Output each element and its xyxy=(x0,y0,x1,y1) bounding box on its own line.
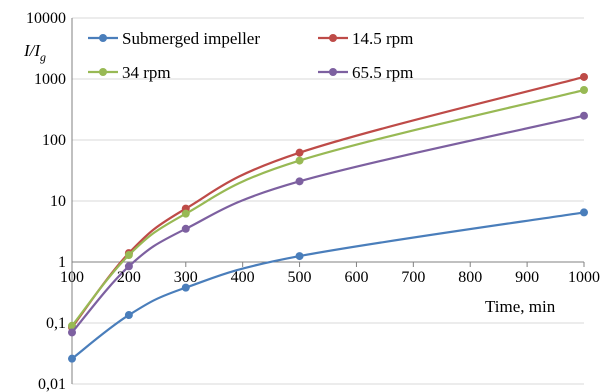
data-point xyxy=(580,72,588,81)
series-3 xyxy=(68,111,588,337)
y-tick-label: 1000 xyxy=(34,71,66,88)
series-0 xyxy=(68,208,588,363)
data-point xyxy=(295,148,304,157)
x-tick-label: 900 xyxy=(515,269,539,286)
legend-label: 65.5 rpm xyxy=(352,63,413,82)
x-tick-label: 1000 xyxy=(568,269,600,286)
legend-item: 65.5 rpm xyxy=(318,63,413,82)
y-tick-label: 0,1 xyxy=(46,315,66,332)
series-line xyxy=(71,75,585,328)
x-axis-title: Time, min xyxy=(485,297,556,316)
data-point xyxy=(580,208,588,217)
legend-label: Submerged impeller xyxy=(122,29,260,48)
y-tick-label: 1 xyxy=(58,254,66,271)
data-point xyxy=(181,224,190,233)
data-point xyxy=(124,262,133,271)
data-point xyxy=(295,252,304,261)
x-tick-label: 500 xyxy=(288,269,312,286)
legend-marker xyxy=(329,34,337,42)
y-axis-title: I/Ig xyxy=(23,41,46,64)
x-tick-label: 400 xyxy=(231,269,255,286)
legend: Submerged impeller 14.5 rpm 34 rpm 65.5 rpm xyxy=(88,29,413,82)
legend-label: 14.5 rpm xyxy=(352,29,413,48)
data-point xyxy=(181,283,190,292)
data-point xyxy=(68,328,76,337)
data-point xyxy=(124,251,133,260)
legend-item: 34 rpm xyxy=(88,63,171,82)
y-axis-tick-labels: 0,01 0,1 1 10 100 1000 10000 xyxy=(26,10,66,392)
data-point xyxy=(124,311,133,320)
series-lines xyxy=(68,72,588,363)
data-point xyxy=(295,156,304,165)
data-point xyxy=(295,177,304,186)
series-1 xyxy=(68,72,588,332)
data-point xyxy=(181,209,190,218)
series-line xyxy=(71,88,585,327)
y-tick-label: 100 xyxy=(42,132,66,149)
x-axis-tick-labels: 100 200 300 400 500 600 700 800 900 1000 xyxy=(60,269,600,286)
x-tick-label: 300 xyxy=(174,269,198,286)
data-point xyxy=(68,354,76,363)
y-tick-label: 0,01 xyxy=(38,376,66,392)
legend-marker xyxy=(99,68,107,76)
data-point xyxy=(68,321,76,330)
series-line xyxy=(71,211,585,360)
legend-marker xyxy=(99,34,107,42)
data-point xyxy=(580,111,588,120)
x-tick-label: 800 xyxy=(458,269,482,286)
legend-marker xyxy=(329,68,337,76)
x-tick-label: 200 xyxy=(117,269,141,286)
series-line xyxy=(71,114,585,334)
legend-label: 34 rpm xyxy=(122,63,171,82)
y-tick-label: 10 xyxy=(50,193,66,210)
legend-item: Submerged impeller xyxy=(88,29,260,48)
legend-item: 14.5 rpm xyxy=(318,29,413,48)
y-tick-label: 10000 xyxy=(26,10,66,27)
x-tick-label: 100 xyxy=(60,269,84,286)
series-2 xyxy=(68,86,588,330)
data-point xyxy=(580,86,588,95)
x-tick-label: 600 xyxy=(344,269,368,286)
x-tick-label: 700 xyxy=(401,269,425,286)
